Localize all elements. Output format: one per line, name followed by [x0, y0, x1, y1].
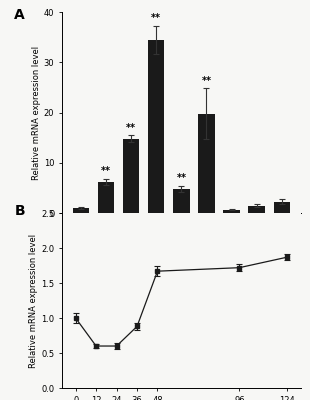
Text: B: B — [14, 204, 25, 218]
Text: **: ** — [176, 174, 186, 184]
Text: **: ** — [126, 123, 136, 133]
Bar — [273, 202, 290, 213]
Y-axis label: Relative mRNA expression level: Relative mRNA expression level — [32, 46, 41, 180]
Text: **: ** — [202, 76, 211, 86]
Text: A: A — [14, 8, 25, 22]
Bar — [98, 182, 114, 213]
Bar — [224, 210, 240, 213]
Text: **: ** — [101, 166, 111, 176]
Bar — [248, 206, 265, 213]
Bar — [73, 208, 89, 213]
Text: **: ** — [151, 13, 161, 23]
Bar — [148, 40, 164, 213]
Bar — [123, 139, 139, 213]
Bar — [198, 114, 215, 213]
Y-axis label: Relative mRNA expression level: Relative mRNA expression level — [29, 234, 38, 368]
Bar — [173, 189, 189, 213]
